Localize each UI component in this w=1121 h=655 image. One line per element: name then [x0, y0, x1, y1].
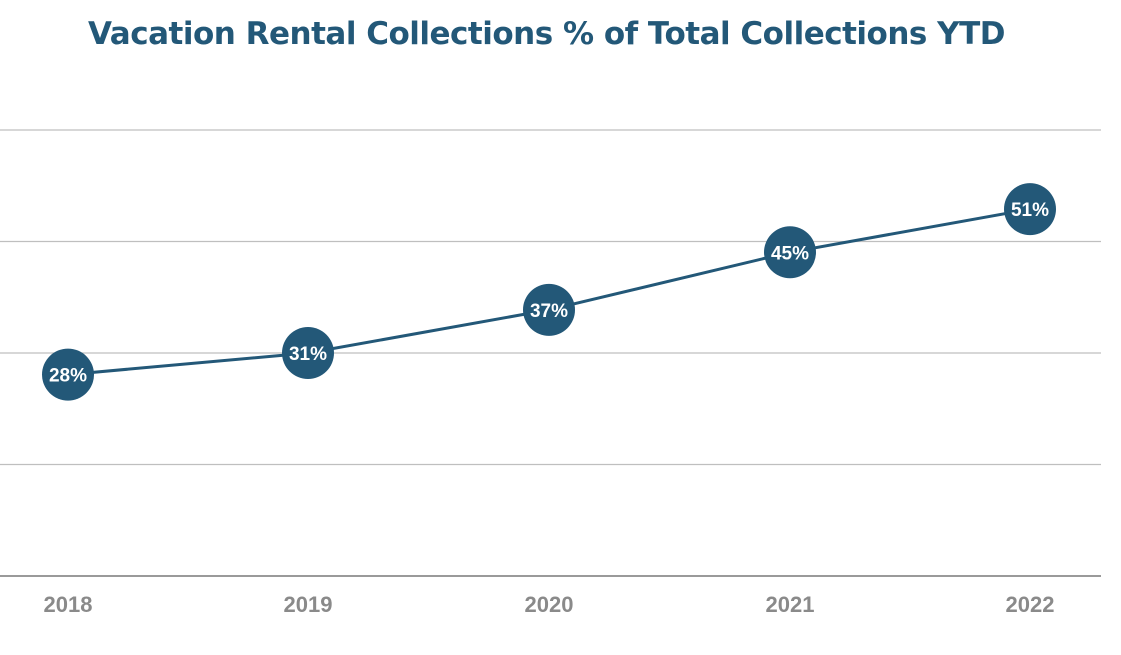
x-tick-2022: 2022 — [1006, 592, 1055, 617]
x-tick-2019: 2019 — [284, 592, 333, 617]
data-label-2022: 51% — [1011, 200, 1049, 221]
data-point-2020 — [523, 283, 575, 336]
data-point-2021 — [764, 226, 816, 279]
gridlines — [0, 129, 1101, 466]
x-tick-labels: 2018 2019 2020 2021 2022 — [44, 592, 1055, 617]
x-tick-2020: 2020 — [525, 592, 574, 617]
data-label-2021: 45% — [771, 243, 809, 264]
data-label-2020: 37% — [530, 301, 568, 322]
chart-title: Vacation Rental Collections % of Total C… — [88, 16, 1006, 52]
x-tick-2021: 2021 — [766, 592, 815, 617]
data-point-2018 — [42, 348, 94, 401]
series-group: 28% 31% 37% 45% 51% — [42, 183, 1056, 401]
data-label-2019: 31% — [289, 344, 327, 365]
data-point-2019 — [282, 327, 334, 379]
data-point-2022 — [1004, 183, 1056, 236]
x-tick-2018: 2018 — [44, 592, 93, 617]
data-label-2018: 28% — [49, 366, 87, 387]
